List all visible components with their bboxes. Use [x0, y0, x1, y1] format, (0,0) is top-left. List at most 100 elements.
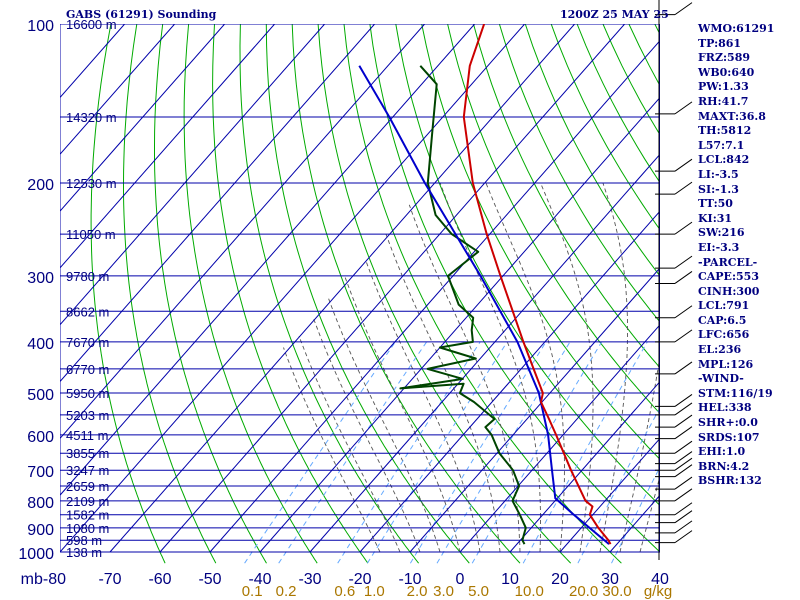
- moist-adiabat: [365, 259, 481, 553]
- mixing-ratio-label: 20.0: [569, 583, 598, 600]
- index-item: MPL:126: [698, 357, 754, 371]
- isotherm: [60, 24, 176, 156]
- mixing-ratio-label: 0.1: [242, 583, 263, 600]
- wind-barb-flag: [674, 394, 693, 407]
- mixing-ratio-line: [409, 341, 547, 564]
- index-item: L57:7.1: [698, 138, 745, 152]
- index-item: BRN:4.2: [698, 459, 750, 473]
- dry-adiabat: [183, 24, 318, 564]
- isotherm: [559, 437, 660, 553]
- isotherm: [359, 210, 660, 553]
- dewpoint-trace: [399, 65, 527, 545]
- plot-frame: [60, 24, 660, 553]
- index-item: WMO:61291: [698, 22, 775, 35]
- index-item: EHI:1.0: [698, 445, 746, 459]
- index-item: FRZ:589: [698, 51, 751, 65]
- index-item: MAXT:36.8: [698, 109, 766, 123]
- temperature-label: 40: [651, 571, 669, 588]
- temperature-label: -60: [148, 571, 171, 588]
- index-item: LI:-3.5: [698, 167, 739, 181]
- pressure-label: 300: [27, 270, 54, 287]
- wind-barb-flag: [674, 305, 693, 319]
- pressure-label: 600: [27, 429, 54, 446]
- moist-adiabat: [540, 182, 594, 553]
- isotherm: [409, 267, 660, 553]
- height-label: 2109 m: [66, 494, 109, 509]
- moist-adiabat: [408, 204, 521, 553]
- moist-adiabats: [283, 182, 660, 553]
- wind-barb-flag: [674, 476, 693, 490]
- wind-barb-flag: [674, 510, 693, 524]
- mixing-ratio-line: [611, 466, 660, 564]
- stability-indices: WMO:61291 TP:861 FRZ:589 WB0:640 PW:1.33 RH:4…: [698, 22, 774, 489]
- index-item: TP:861: [698, 36, 742, 50]
- wind-barb-flag: [674, 361, 693, 375]
- mixing-ratio-label: 1.0: [364, 583, 385, 600]
- index-item: STM:116/19: [698, 386, 773, 400]
- wind-barb-flag: [674, 271, 693, 284]
- moist-adiabat: [485, 182, 565, 553]
- isotherm: [159, 24, 626, 553]
- pressure-label: 200: [27, 177, 54, 194]
- wind-barb-flag: [674, 530, 693, 544]
- temperature-label: 10: [501, 571, 519, 588]
- mixing-ratio-label: 0.6: [334, 583, 355, 600]
- height-label: 14320 m: [66, 110, 117, 125]
- wind-barb-flag: [674, 158, 693, 172]
- temperature-label: 20: [551, 571, 569, 588]
- pressure-label: 900: [27, 522, 54, 539]
- index-item: EI:-3.3: [698, 240, 740, 254]
- height-label: 2659 m: [66, 479, 109, 494]
- wind-barb-flag: [674, 520, 693, 534]
- height-label: 3855 m: [66, 446, 109, 461]
- index-item: PW:1.33: [698, 80, 749, 94]
- index-item: SW:216: [698, 226, 745, 240]
- wind-barb-flag: [674, 2, 693, 16]
- index-item: TH:5812: [698, 124, 752, 138]
- temperature-label: -20: [348, 571, 371, 588]
- mixing-ratio-line: [436, 341, 571, 564]
- index-item: SI:-1.3: [698, 182, 739, 196]
- height-label: 16600 m: [66, 17, 117, 32]
- isotherm: [60, 24, 276, 269]
- index-item: CAPE:553: [698, 270, 759, 284]
- wind-barb-flag: [674, 255, 693, 269]
- mixing-ratio-label: 30.0: [602, 583, 631, 600]
- index-item: RH:41.7: [698, 94, 749, 108]
- index-item: WB0:640: [698, 65, 755, 79]
- height-label: 1080 m: [66, 521, 109, 536]
- isotherm: [509, 380, 660, 553]
- pressure-label: 100: [27, 18, 54, 35]
- wind-barb-flag: [674, 457, 693, 471]
- mixing-ratio-line: [522, 341, 648, 564]
- index-item: CAP:6.5: [698, 313, 747, 327]
- isotherms: [60, 24, 660, 553]
- moist-adiabat: [599, 182, 628, 553]
- dry-adiabat: [317, 24, 572, 564]
- wind-barb-flag: [674, 451, 693, 464]
- temperature-label: -40: [248, 571, 271, 588]
- isotherm: [309, 153, 660, 553]
- mixing-ratio-lines: [244, 341, 660, 564]
- index-item: -WIND-: [698, 372, 744, 386]
- pressure-label: 700: [27, 464, 54, 481]
- isotherm: [60, 24, 326, 326]
- mixing-ratio-label: 5.0: [468, 583, 489, 600]
- wind-profile: [655, 0, 693, 560]
- temperature-label: 0: [456, 571, 465, 588]
- sounding-traces: [358, 24, 612, 545]
- moist-adiabat: [439, 182, 541, 553]
- temperature-label: -70: [98, 571, 121, 588]
- wind-barb-flag: [674, 464, 693, 478]
- index-item: BSHR:132: [698, 474, 762, 488]
- wind-barb-flag: [674, 502, 693, 516]
- height-label: 7670 m: [66, 335, 109, 350]
- height-label: 1582 m: [66, 508, 109, 523]
- index-item: LCL:842: [698, 153, 750, 167]
- moist-adiabat: [327, 297, 441, 553]
- index-item: HEL:338: [698, 401, 752, 415]
- height-label: 8662 m: [66, 304, 109, 319]
- pressure-label: 400: [27, 336, 54, 353]
- station-title: GABS (61291) Sounding: [66, 8, 217, 21]
- temperature-label: 30: [601, 571, 619, 588]
